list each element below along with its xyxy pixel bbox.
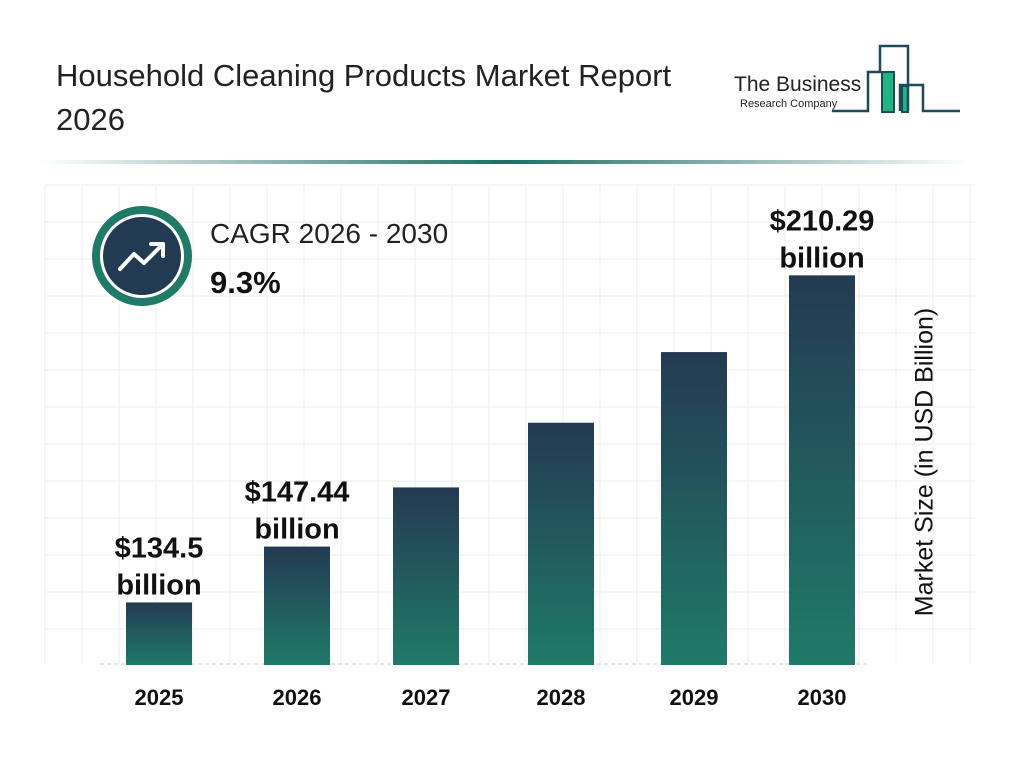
x-tick-label: 2027 [402, 685, 451, 710]
logo-line1: The Business [734, 73, 862, 96]
data-label: $134.5 [115, 532, 204, 564]
data-label: billion [116, 569, 201, 601]
page-title: Household Cleaning Products Market Repor… [56, 58, 672, 137]
logo-buildings-icon [832, 44, 960, 113]
x-tick-label: 2025 [135, 685, 184, 710]
cagr-value: 9.3% [210, 265, 281, 300]
cagr-badge [92, 206, 192, 306]
trend-up-arrow-icon [118, 242, 165, 271]
cagr-label: CAGR 2026 - 2030 [210, 218, 449, 249]
title-divider [40, 160, 970, 164]
data-label: $147.44 [245, 477, 350, 509]
company-logo: The Business Research Company [720, 40, 970, 120]
bar-2028 [528, 422, 594, 665]
x-tick-label: 2030 [798, 685, 847, 710]
data-label: $210.29 [770, 205, 875, 237]
x-tick-label: 2026 [273, 685, 322, 710]
y-axis-label: Market Size (in USD Billion) [910, 307, 939, 617]
logo-line2: Research Company [740, 98, 838, 110]
bar-2029 [661, 352, 727, 665]
data-label: billion [779, 242, 864, 274]
x-tick-label: 2028 [537, 685, 586, 710]
bar-2027 [393, 487, 459, 665]
x-tick-label: 2029 [670, 685, 719, 710]
bar-2026 [264, 546, 330, 665]
bar-2025 [126, 602, 192, 665]
data-label: billion [254, 514, 339, 546]
bar-2030 [789, 275, 855, 665]
